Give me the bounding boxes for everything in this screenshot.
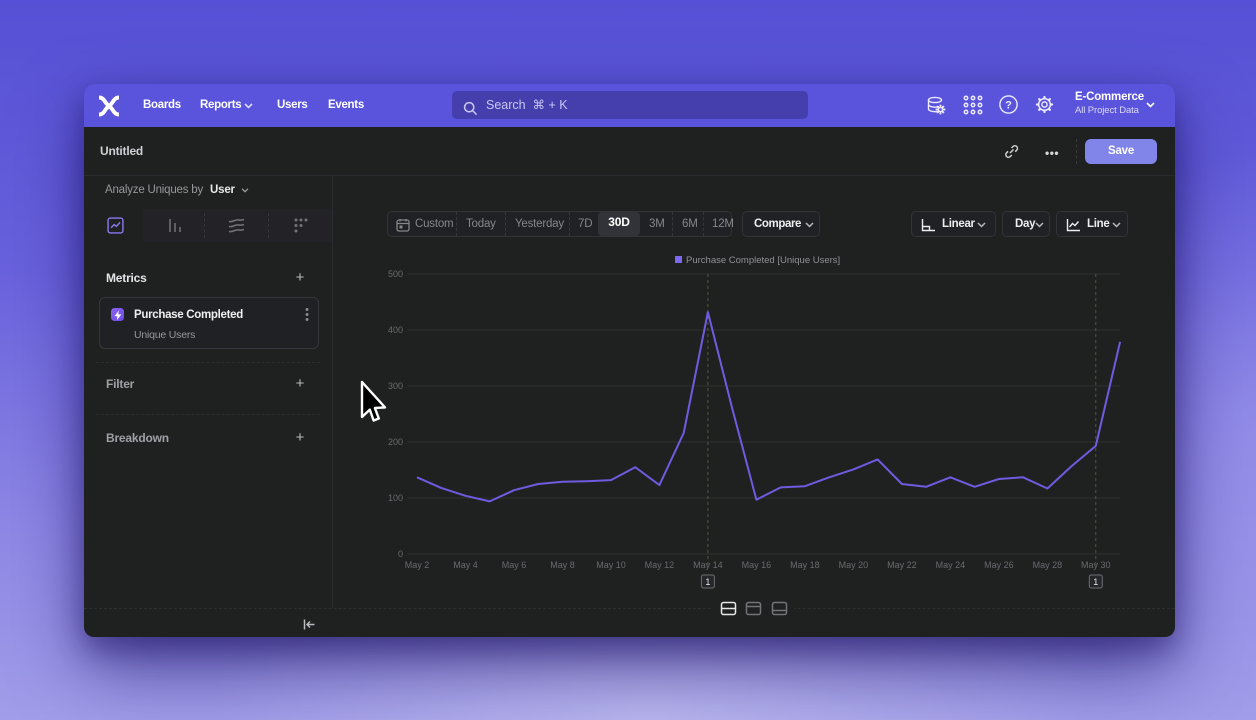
svg-text:Purchase Completed [Unique Use: Purchase Completed [Unique Users] (686, 255, 840, 266)
svg-text:500: 500 (388, 269, 403, 279)
svg-text:1: 1 (1093, 577, 1098, 587)
svg-text:1: 1 (705, 577, 710, 587)
svg-text:May 24: May 24 (936, 560, 966, 570)
svg-text:0: 0 (398, 549, 403, 559)
svg-text:May 28: May 28 (1033, 560, 1063, 570)
svg-text:May 30: May 30 (1081, 560, 1111, 570)
svg-text:May 4: May 4 (453, 560, 478, 570)
svg-text:100: 100 (388, 493, 403, 503)
svg-text:?: ? (1005, 100, 1012, 112)
svg-text:May 10: May 10 (596, 560, 626, 570)
svg-text:May 22: May 22 (887, 560, 917, 570)
svg-text:May 16: May 16 (742, 560, 772, 570)
svg-text:300: 300 (388, 381, 403, 391)
svg-text:May 26: May 26 (984, 560, 1014, 570)
svg-text:May 8: May 8 (550, 560, 575, 570)
svg-text:May 14: May 14 (693, 560, 723, 570)
svg-text:May 12: May 12 (645, 560, 675, 570)
svg-text:200: 200 (388, 437, 403, 447)
svg-text:400: 400 (388, 325, 403, 335)
svg-text:May 18: May 18 (790, 560, 820, 570)
svg-text:May 20: May 20 (839, 560, 869, 570)
svg-text:May 2: May 2 (405, 560, 430, 570)
svg-text:May 6: May 6 (502, 560, 527, 570)
